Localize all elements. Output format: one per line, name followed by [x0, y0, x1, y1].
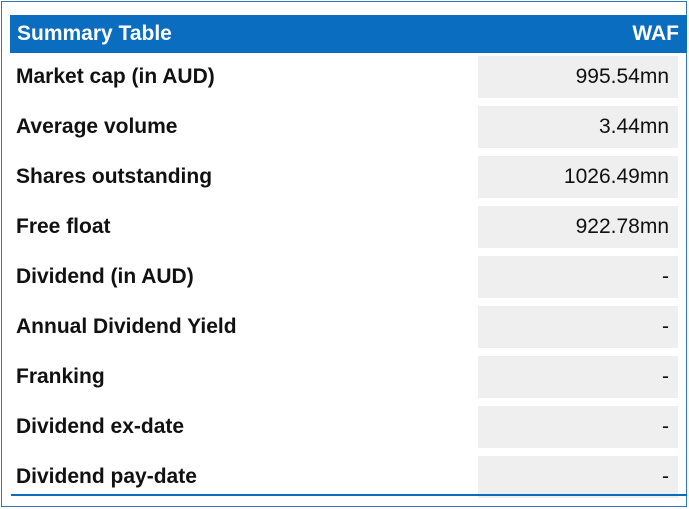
table-row: Market cap (in AUD) 995.54mn: [10, 56, 687, 98]
row-label: Dividend pay-date: [16, 465, 197, 488]
row-value: -: [478, 406, 678, 448]
row-value: 3.44mn: [478, 106, 678, 148]
row-value: -: [478, 456, 678, 498]
table-row: Dividend pay-date -: [10, 456, 687, 498]
row-label: Dividend ex-date: [16, 415, 185, 438]
row-label: Franking: [16, 365, 105, 388]
row-label: Dividend (in AUD): [16, 265, 194, 288]
table-row: Free float 922.78mn: [10, 206, 687, 248]
row-value: 1026.49mn: [478, 156, 678, 198]
table-row: Shares outstanding 1026.49mn: [10, 156, 687, 198]
row-label: Shares outstanding: [16, 165, 213, 188]
row-value: -: [478, 256, 678, 298]
ticker-symbol: WAF: [632, 22, 679, 45]
row-label: Average volume: [16, 115, 178, 138]
row-label: Market cap (in AUD): [16, 65, 215, 88]
row-value: 922.78mn: [478, 206, 678, 248]
row-value: -: [478, 356, 678, 398]
table-row: Dividend (in AUD) -: [10, 256, 687, 298]
row-value: -: [478, 306, 678, 348]
table-body: Market cap (in AUD) 995.54mn Average vol…: [10, 56, 687, 498]
table-bottom-rule: [11, 494, 687, 496]
row-label: Annual Dividend Yield: [16, 315, 237, 338]
table-row: Annual Dividend Yield -: [10, 306, 687, 348]
table-header: Summary Table WAF: [10, 15, 687, 53]
summary-table: Summary Table WAF Market cap (in AUD) 99…: [10, 15, 687, 506]
table-row: Dividend ex-date -: [10, 406, 687, 448]
table-row: Average volume 3.44mn: [10, 106, 687, 148]
table-title: Summary Table: [17, 22, 172, 45]
row-value: 995.54mn: [478, 56, 678, 98]
table-row: Franking -: [10, 356, 687, 398]
row-label: Free float: [16, 215, 111, 238]
